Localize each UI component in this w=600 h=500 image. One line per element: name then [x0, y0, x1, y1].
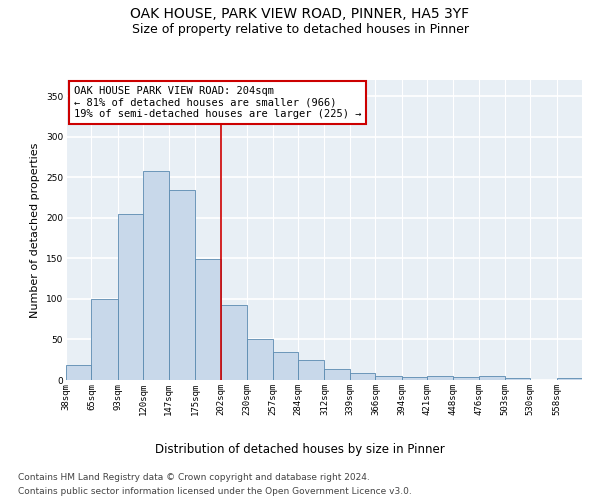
- Bar: [427, 376, 453, 380]
- Bar: [91, 299, 118, 380]
- Bar: [195, 259, 221, 380]
- Bar: [325, 370, 350, 380]
- Text: OAK HOUSE, PARK VIEW ROAD, PINNER, HA5 3YF: OAK HOUSE, PARK VIEW ROAD, PINNER, HA5 3…: [130, 8, 470, 22]
- Text: OAK HOUSE PARK VIEW ROAD: 204sqm
← 81% of detached houses are smaller (966)
19% : OAK HOUSE PARK VIEW ROAD: 204sqm ← 81% o…: [74, 86, 361, 119]
- Y-axis label: Number of detached properties: Number of detached properties: [31, 142, 40, 318]
- Bar: [479, 376, 505, 380]
- Bar: [169, 190, 195, 380]
- Bar: [350, 372, 376, 380]
- Text: Contains HM Land Registry data © Crown copyright and database right 2024.: Contains HM Land Registry data © Crown c…: [18, 472, 370, 482]
- Text: Size of property relative to detached houses in Pinner: Size of property relative to detached ho…: [131, 22, 469, 36]
- Bar: [505, 378, 530, 380]
- Bar: [143, 171, 169, 380]
- Text: Distribution of detached houses by size in Pinner: Distribution of detached houses by size …: [155, 442, 445, 456]
- Bar: [402, 377, 427, 380]
- Bar: [247, 338, 272, 380]
- Text: Contains public sector information licensed under the Open Government Licence v3: Contains public sector information licen…: [18, 488, 412, 496]
- Bar: [221, 304, 247, 380]
- Bar: [376, 376, 402, 380]
- Bar: [66, 366, 91, 380]
- Bar: [298, 360, 325, 380]
- Bar: [557, 378, 582, 380]
- Bar: [118, 214, 143, 380]
- Bar: [272, 352, 298, 380]
- Bar: [453, 377, 479, 380]
